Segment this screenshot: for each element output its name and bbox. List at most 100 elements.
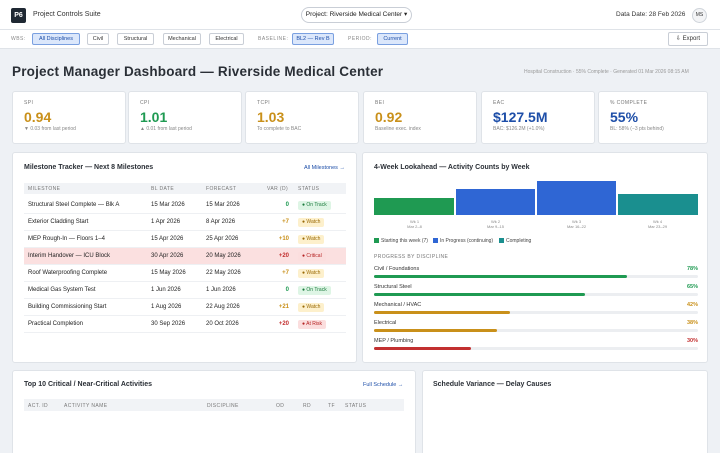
export-button[interactable]: ⇩ Export [668, 32, 708, 46]
kpi-value: 55% [610, 109, 639, 125]
col-header: TF [328, 403, 335, 409]
discipline-label: Civil / Foundations [374, 266, 420, 272]
discipline-label: Electrical [374, 320, 397, 326]
milestone-row[interactable]: MEP Rough-In — Floors 1–4 15 Apr 2026 25… [24, 231, 346, 248]
week-bar-4 [618, 194, 698, 215]
progress-fill [374, 347, 472, 350]
col-header: STATUS [298, 186, 320, 192]
bl-date: 15 Apr 2026 [151, 236, 184, 242]
data-date: Data Date: 28 Feb 2026 [616, 11, 686, 18]
col-header: OD [276, 403, 285, 409]
critical-table-header [24, 399, 404, 411]
variance-days: +21 [278, 304, 289, 310]
milestone-row[interactable]: Practical Completion 30 Sep 2026 20 Oct … [24, 316, 346, 333]
status-badge: ● On Track [298, 286, 331, 295]
kpi-card-cpi: CPI 1.01 ▲ 0.01 from last period [128, 91, 242, 144]
filter-bar: WBS: All Disciplines Civil Structural Me… [0, 30, 720, 49]
milestone-name: Building Commissioning Start [28, 304, 107, 310]
discipline-percent: 42% [686, 302, 698, 308]
full-schedule-link[interactable]: Full Schedule → [363, 382, 404, 388]
bl-date: 30 Apr 2026 [151, 253, 184, 259]
discipline-percent: 78% [686, 266, 698, 272]
kpi-card-spi: SPI 0.94 ▼ 0.03 from last period [12, 91, 126, 144]
forecast-date: 20 May 2026 [206, 253, 241, 259]
kpi-value: 1.03 [257, 109, 285, 125]
milestone-row[interactable]: Building Commissioning Start 1 Aug 2026 … [24, 299, 346, 316]
kpi-subtext: Baseline exec. index [375, 126, 421, 132]
milestone-name: MEP Rough-In — Floors 1–4 [28, 236, 105, 242]
wbs-chip-all[interactable]: All Disciplines [32, 33, 80, 45]
col-header: STATUS [345, 403, 367, 409]
all-milestones-link[interactable]: All Milestones → [304, 165, 345, 171]
milestone-row[interactable]: Exterior Cladding Start 1 Apr 2026 8 Apr… [24, 214, 346, 231]
progress-track [374, 293, 698, 296]
wbs-chip-structural[interactable]: Structural [117, 33, 154, 45]
variance-days: +20 [278, 253, 289, 259]
milestone-name: Medical Gas System Test [28, 287, 96, 293]
top-bar: P6 Project Controls Suite Project: River… [0, 0, 720, 30]
app-logo: P6 [11, 8, 26, 23]
milestone-row[interactable]: Roof Waterproofing Complete 15 May 2026 … [24, 265, 346, 282]
period-select[interactable]: Current [377, 33, 408, 45]
milestone-table-header: MILESTONE BL DATE FORECAST VAR (D) STATU… [24, 183, 346, 194]
week-bar-3 [537, 181, 616, 215]
progress-track [374, 347, 698, 350]
progress-fill [374, 275, 627, 278]
milestone-name: Interim Handover — ICU Block [28, 253, 111, 259]
milestone-panel-title: Milestone Tracker — Next 8 Milestones [24, 164, 154, 171]
bl-date: 30 Sep 2026 [151, 321, 186, 327]
discipline-percent: 65% [686, 284, 698, 290]
baseline-select[interactable]: BL2 — Rev B [292, 33, 334, 45]
week-bar-2 [456, 189, 535, 215]
progress-fill [374, 293, 585, 296]
forecast-date: 22 Aug 2026 [206, 304, 240, 310]
discipline-label: MEP / Plumbing [374, 338, 414, 344]
kpi-label: CPI [140, 100, 150, 106]
wbs-label: WBS: [11, 36, 26, 42]
status-badge: ● Watch [298, 303, 325, 312]
app-suite-name: Project Controls Suite [33, 11, 101, 18]
kpi-label: TCPI [257, 100, 270, 106]
col-header: FORECAST [206, 186, 237, 192]
week-label: Wk 4 Mar 23–29 [647, 219, 668, 229]
col-header: DISCIPLINE [207, 403, 239, 409]
milestone-row[interactable]: Medical Gas System Test 1 Jun 2026 1 Jun… [24, 282, 346, 299]
kpi-card-tcpi: TCPI 1.03 To complete to BAC [245, 91, 359, 144]
forecast-date: 25 Apr 2026 [206, 236, 239, 242]
status-badge: ● Watch [298, 218, 325, 227]
week-label: Wk 2 Mar 9–15 [487, 219, 504, 229]
variance-days: 0 [285, 287, 289, 293]
project-select[interactable]: Project: Riverside Medical Center ▾ [301, 7, 412, 23]
wbs-chip-civil[interactable]: Civil [87, 33, 109, 45]
critical-activities-panel [12, 370, 416, 453]
legend-label: Starting this week (7) [381, 238, 428, 244]
period-label: PERIOD: [348, 36, 373, 42]
col-header: VAR (D) [267, 186, 289, 192]
kpi-subtext: To complete to BAC [257, 126, 302, 132]
milestone-row-highlighted[interactable]: Interim Handover — ICU Block 30 Apr 2026… [24, 248, 346, 265]
user-avatar[interactable]: MS [692, 8, 707, 23]
page-title: Project Manager Dashboard — Riverside Me… [12, 64, 384, 79]
discipline-label: Structural Steel [374, 284, 412, 290]
wbs-chip-mechanical[interactable]: Mechanical [163, 33, 201, 45]
milestone-name: Structural Steel Complete — Blk A [28, 202, 120, 208]
progress-fill [374, 329, 498, 332]
col-header: MILESTONE [28, 186, 61, 192]
col-header: ACT. ID [28, 403, 49, 409]
wbs-chip-electrical[interactable]: Electrical [209, 33, 244, 45]
kpi-card-eac: EAC $127.5M BAC: $126.2M (+1.0%) [481, 91, 595, 144]
kpi-value: 0.94 [24, 109, 52, 125]
milestone-row[interactable]: Structural Steel Complete — Blk A 15 Mar… [24, 197, 346, 214]
kpi-card-bei: BEI 0.92 Baseline exec. index [363, 91, 477, 144]
col-header: BL DATE [151, 186, 175, 192]
kpi-subtext: BAC: $126.2M (+1.0%) [493, 126, 545, 132]
week-label: Wk 1 Mar 2–8 [407, 219, 422, 229]
kpi-label: % COMPLETE [610, 100, 648, 106]
milestone-name: Roof Waterproofing Complete [28, 270, 108, 276]
legend-swatch [499, 238, 504, 243]
status-badge: ● On Track [298, 201, 331, 210]
forecast-date: 1 Jun 2026 [206, 287, 236, 293]
kpi-subtext: ▼ 0.03 from last period [24, 126, 76, 132]
week-label: Wk 3 Mar 16–22 [566, 219, 587, 229]
delay-causes-panel [422, 370, 708, 453]
